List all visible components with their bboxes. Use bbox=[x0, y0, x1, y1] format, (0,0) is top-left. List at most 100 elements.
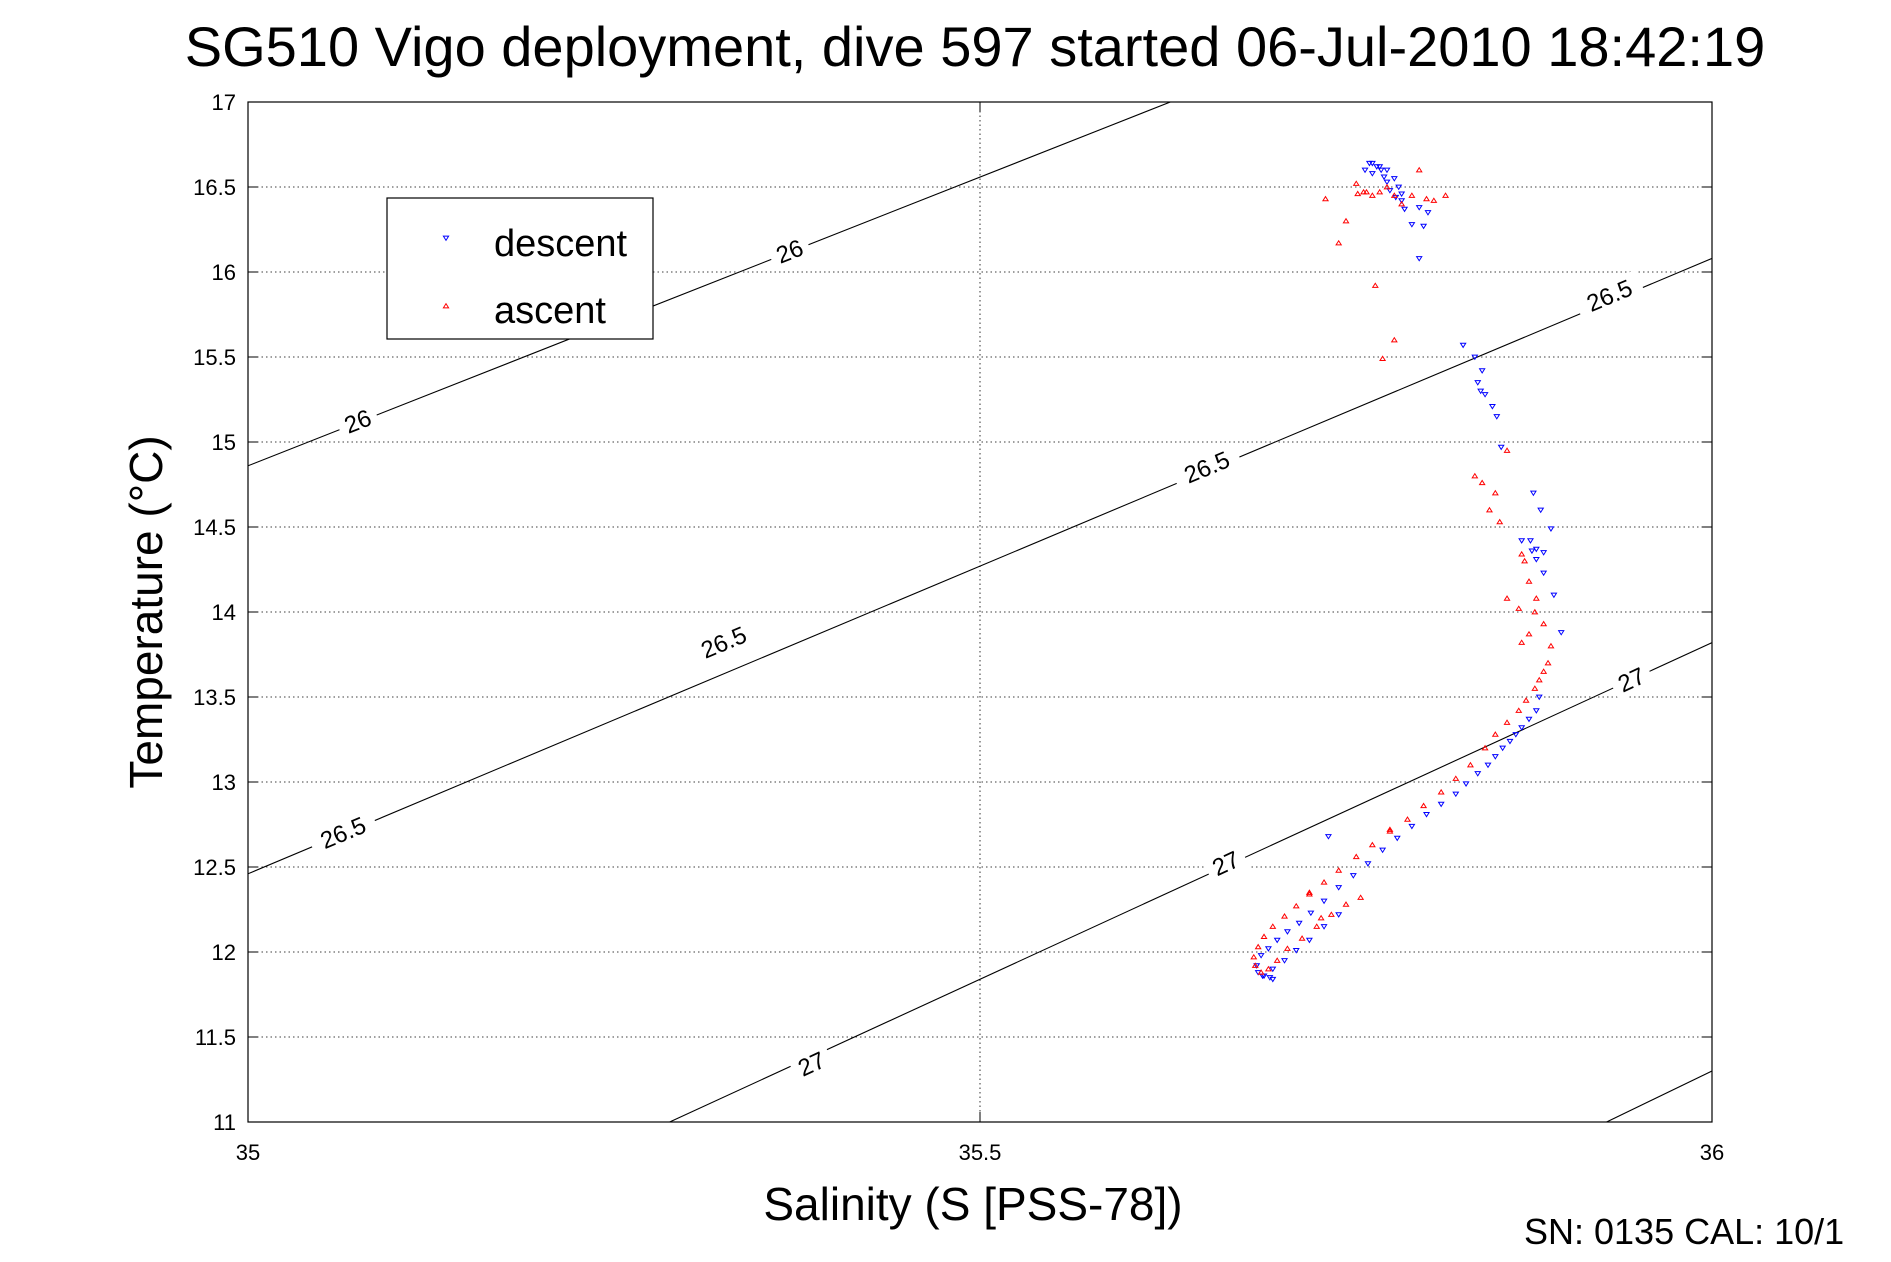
ascent-point bbox=[1452, 775, 1460, 781]
ascent-point bbox=[1298, 935, 1306, 941]
descent-point bbox=[1383, 167, 1391, 174]
legend: descent ascent bbox=[386, 197, 654, 340]
descent-point bbox=[1537, 507, 1545, 514]
descent-point bbox=[1349, 873, 1357, 879]
ascent-point bbox=[1260, 933, 1268, 940]
ascent-point bbox=[1362, 188, 1370, 195]
y-tick-label: 14.5 bbox=[193, 515, 236, 540]
descent-point bbox=[1462, 781, 1470, 787]
ascent-point bbox=[1525, 578, 1533, 584]
descent-point bbox=[1491, 754, 1499, 760]
contour-label-bg bbox=[787, 1043, 836, 1086]
descent-point bbox=[1540, 570, 1548, 577]
ascent-point bbox=[1390, 336, 1398, 343]
ascent-point bbox=[1466, 761, 1474, 768]
ascent-point bbox=[1415, 166, 1423, 173]
ascent-point bbox=[1352, 853, 1360, 860]
descent-point bbox=[1423, 811, 1431, 818]
ascent-point bbox=[1478, 479, 1486, 486]
descent-point bbox=[1474, 380, 1482, 386]
descent-point bbox=[1474, 771, 1482, 777]
descent-point bbox=[1269, 976, 1277, 983]
contour-label-bg bbox=[1170, 441, 1244, 494]
contour-line-27.5 bbox=[1606, 1070, 1712, 1122]
ascent-point bbox=[1496, 518, 1504, 525]
ascent-point bbox=[1408, 192, 1416, 198]
descent-point bbox=[1401, 206, 1409, 213]
ascent-point bbox=[1250, 953, 1258, 960]
ascent-point bbox=[1354, 190, 1362, 197]
ascent-point bbox=[1481, 744, 1489, 751]
ascent-point bbox=[1547, 642, 1555, 649]
contour-line-26.5 bbox=[248, 257, 1712, 875]
ascent-point bbox=[1368, 841, 1376, 848]
descent-point bbox=[1320, 898, 1328, 905]
descent-point bbox=[1497, 444, 1505, 451]
ascent-point bbox=[1518, 639, 1526, 645]
ascent-point bbox=[1281, 913, 1289, 919]
ascent-point bbox=[1327, 911, 1335, 917]
descent-point bbox=[1364, 861, 1372, 867]
density-contours bbox=[248, 102, 1712, 1122]
legend-label-descent: descent bbox=[494, 223, 628, 265]
ascent-point bbox=[1386, 826, 1394, 832]
ascent-point bbox=[1335, 867, 1343, 873]
ascent-point bbox=[1317, 914, 1325, 921]
descent-point bbox=[1390, 176, 1398, 182]
y-tick-label: 12.5 bbox=[193, 855, 236, 880]
ascent-point bbox=[1320, 879, 1328, 885]
descent-point bbox=[1415, 256, 1423, 262]
ascent-point bbox=[1540, 620, 1548, 627]
ascent-point bbox=[1371, 282, 1379, 288]
descent-point bbox=[1376, 164, 1384, 170]
descent-point bbox=[1269, 966, 1277, 973]
descent-point bbox=[1320, 924, 1328, 930]
ascent-point bbox=[1357, 894, 1365, 900]
y-tick-label: 15 bbox=[212, 430, 236, 455]
descent-point bbox=[1499, 745, 1507, 752]
data-points bbox=[1250, 160, 1565, 983]
grid-lines bbox=[248, 102, 1712, 1122]
contour-line-26 bbox=[248, 102, 1171, 467]
serial-calibration-footer: SN: 0135 CAL: 10/1 bbox=[1524, 1211, 1844, 1252]
ascent-point bbox=[1379, 355, 1387, 362]
ascent-point bbox=[1269, 923, 1277, 929]
descent-point bbox=[1532, 546, 1540, 553]
descent-point bbox=[1383, 179, 1391, 186]
series-ascent bbox=[1250, 166, 1555, 975]
descent-point bbox=[1264, 946, 1272, 952]
ascent-point bbox=[1430, 197, 1438, 203]
contour-label-bg bbox=[306, 806, 380, 860]
ascent-point bbox=[1257, 969, 1265, 975]
descent-point bbox=[1361, 167, 1369, 174]
descent-point bbox=[1550, 592, 1558, 599]
y-tick-label: 17 bbox=[212, 90, 236, 115]
series-descent bbox=[1253, 160, 1565, 983]
descent-point bbox=[1273, 937, 1281, 944]
ascent-point bbox=[1515, 605, 1523, 611]
ascent-point bbox=[1390, 192, 1398, 198]
axis-ticks: 35 35.5 36 11 11.5 12 12.5 13 13.5 14 14.5 15 15.5 16… bbox=[193, 90, 1724, 1165]
descent-point bbox=[1257, 953, 1265, 959]
ascent-point bbox=[1525, 630, 1533, 637]
descent-point bbox=[1506, 738, 1514, 745]
contour-line-27 bbox=[669, 642, 1712, 1122]
descent-point bbox=[1283, 929, 1291, 935]
legend-ascent-symbol bbox=[442, 302, 450, 309]
legend-label-ascent: ascent bbox=[494, 290, 606, 332]
ascent-point bbox=[1322, 195, 1330, 202]
y-tick-label: 13.5 bbox=[193, 685, 236, 710]
descent-point bbox=[1335, 885, 1343, 891]
descent-point bbox=[1532, 556, 1540, 563]
ascent-point bbox=[1342, 217, 1350, 224]
ascent-point bbox=[1292, 902, 1300, 909]
ascent-point bbox=[1531, 608, 1539, 615]
contour-label-bg bbox=[334, 401, 382, 442]
y-tick-label: 11 bbox=[213, 1110, 236, 1135]
descent-point bbox=[1488, 403, 1496, 410]
ascent-point bbox=[1383, 183, 1391, 190]
ascent-point bbox=[1515, 707, 1523, 713]
x-tick-label: 35 bbox=[236, 1140, 260, 1165]
